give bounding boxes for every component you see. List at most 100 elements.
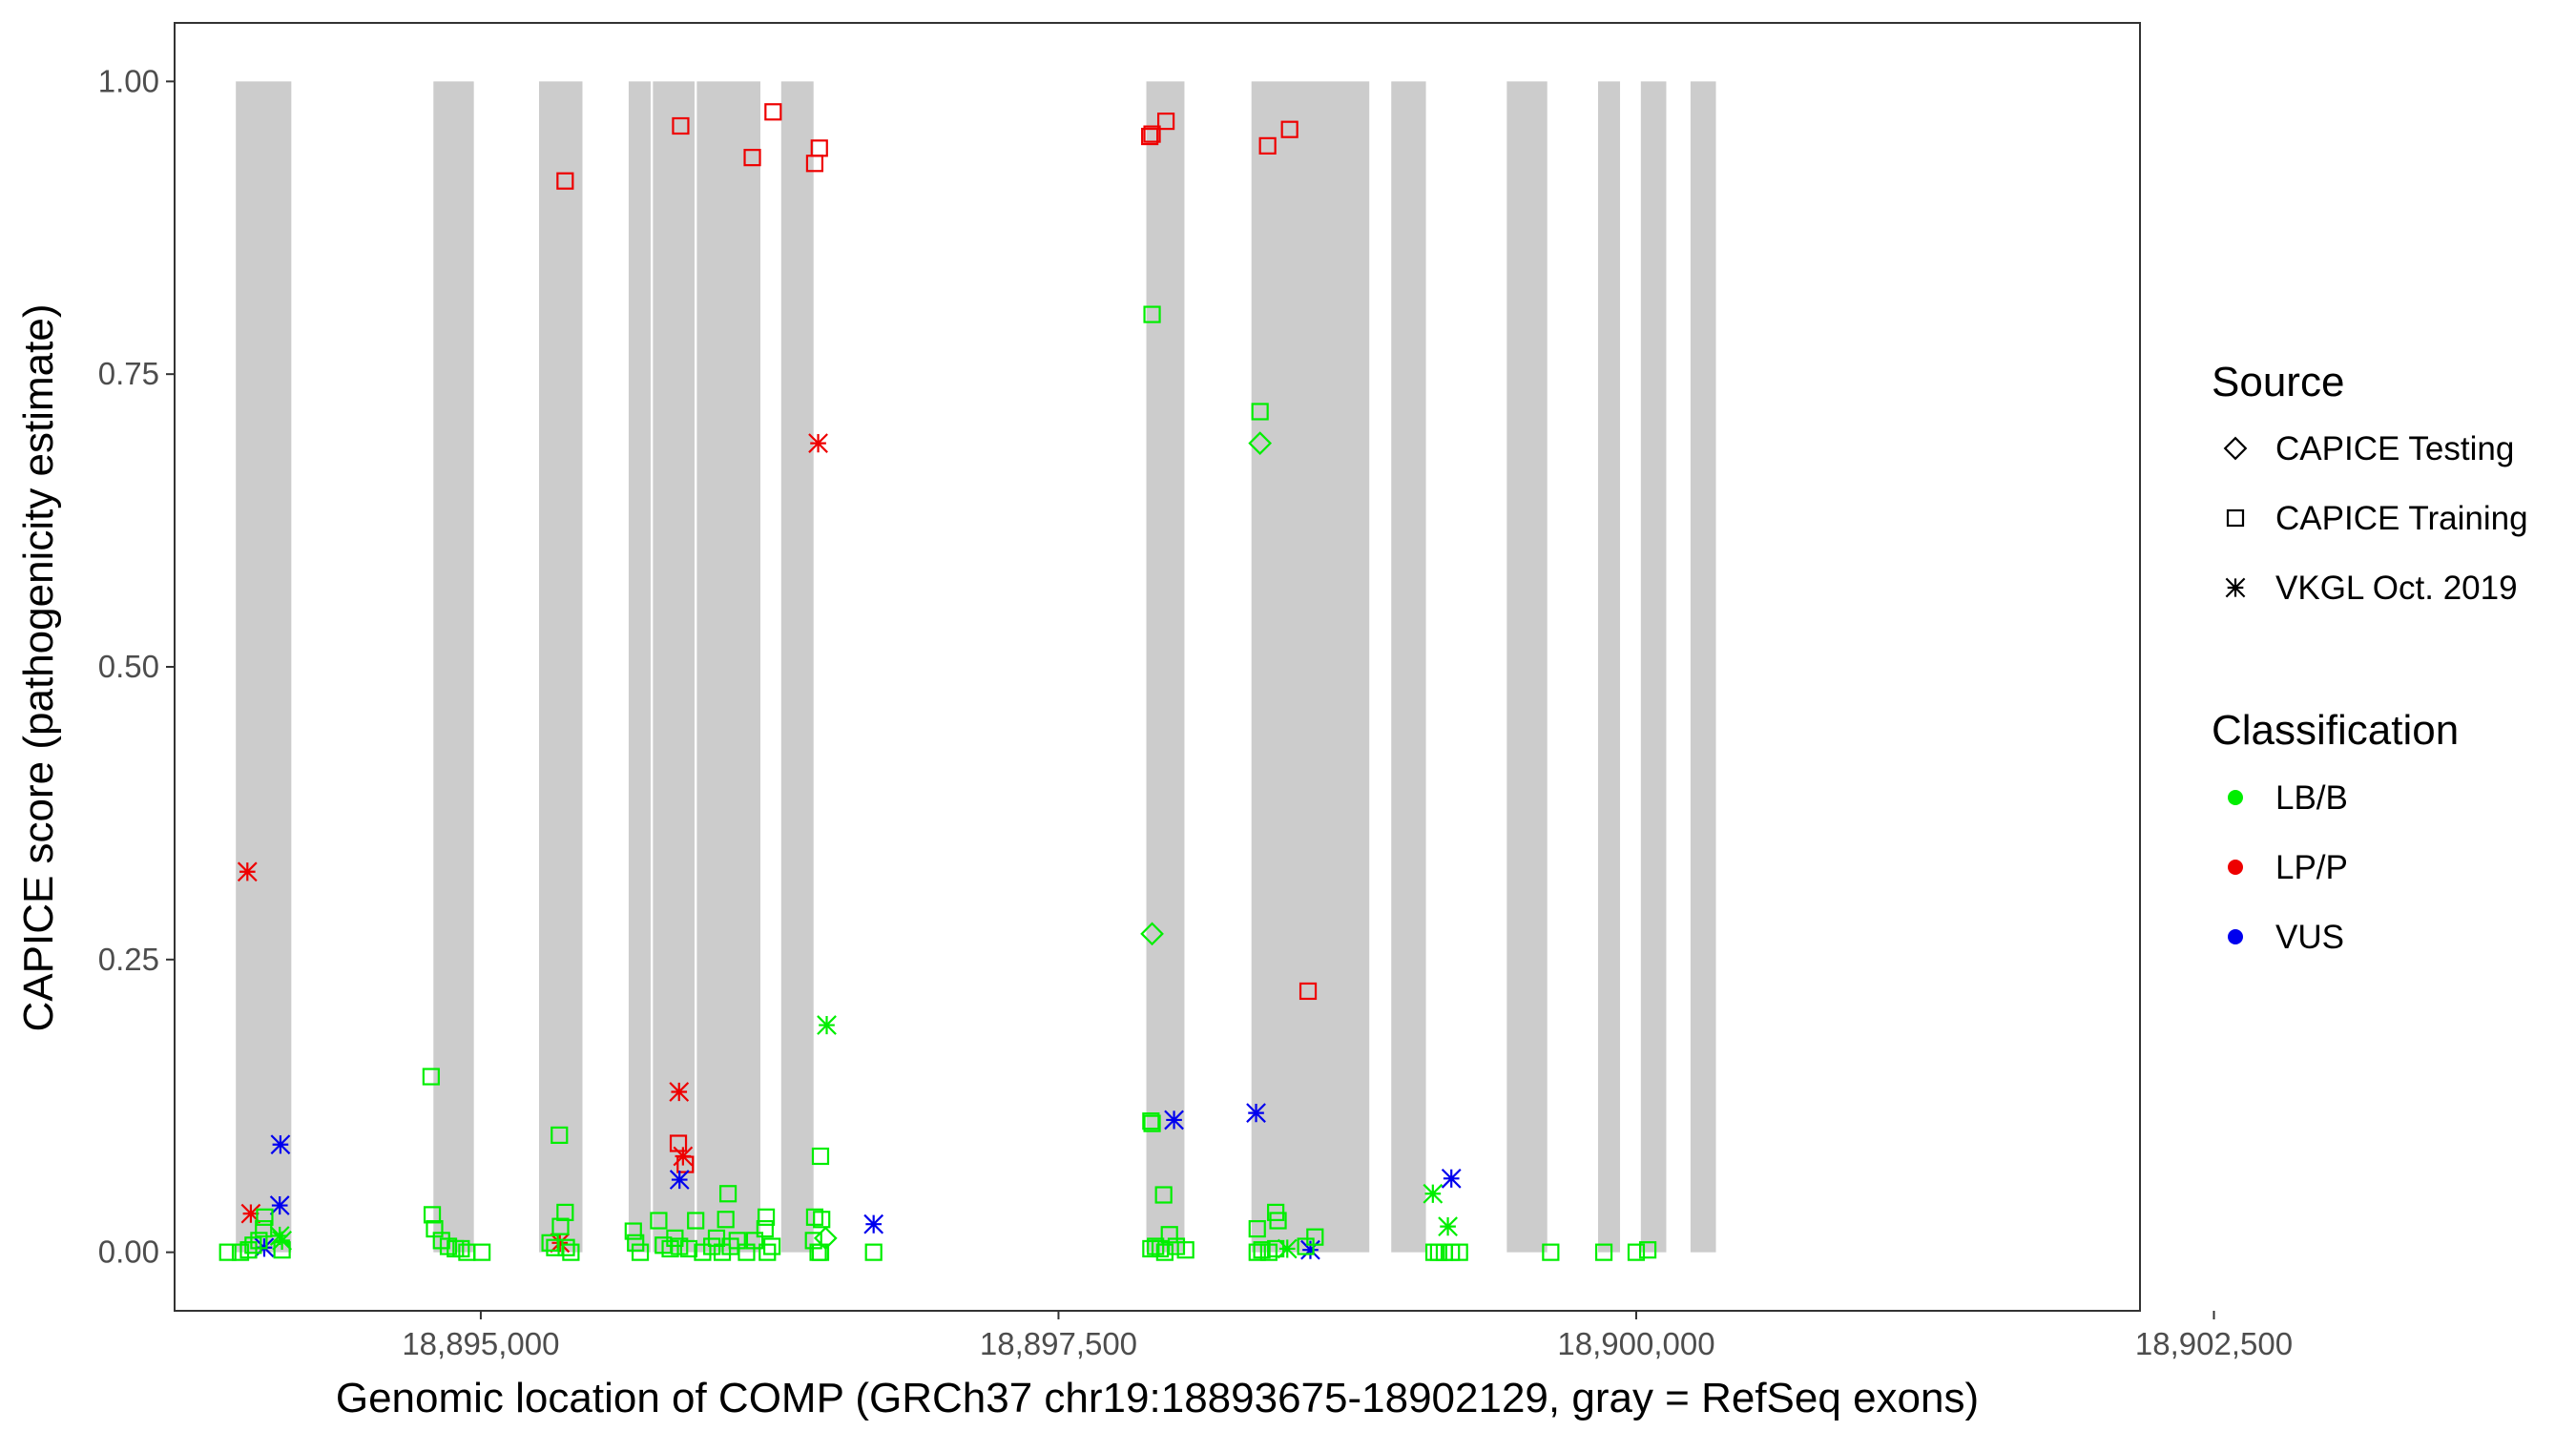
x-axis-title: Genomic location of COMP (GRCh37 chr19:1… (336, 1375, 1979, 1421)
data-point (1140, 922, 1164, 946)
data-point (808, 433, 828, 453)
x-tick-label: 18,900,000 (1557, 1326, 1714, 1361)
data-point (728, 1232, 746, 1250)
exon-band (538, 81, 583, 1253)
legend-classification: Classification LB/B LP/P VUS (2212, 707, 2459, 956)
data-point (1251, 403, 1269, 421)
data-point (237, 861, 258, 882)
exon-band-layer (236, 81, 1716, 1253)
data-point (669, 1170, 690, 1190)
data-point (239, 1241, 258, 1259)
data-point (1269, 1212, 1287, 1230)
data-point (1441, 1168, 1462, 1189)
data-point (1142, 1112, 1160, 1130)
axis-layer: 0.00 0.25 0.50 0.75 1.00 18,895,000 18,897,500… (98, 63, 2293, 1361)
legend-classification-label: LB/B (2275, 779, 2348, 817)
data-point (1156, 112, 1175, 131)
legend-classification-title: Classification (2212, 707, 2459, 754)
data-point (669, 1082, 690, 1102)
data-point (1154, 1186, 1173, 1204)
data-point (1542, 1243, 1560, 1261)
data-point (256, 1208, 274, 1226)
data-point (813, 1211, 831, 1229)
legend-classification-key (2228, 929, 2243, 944)
y-axis-title: CAPICE score (pathogenicity estimate) (15, 304, 62, 1032)
data-point (244, 1236, 262, 1255)
data-point (679, 1239, 698, 1258)
data-point (624, 1222, 642, 1240)
exon-band (236, 81, 292, 1253)
data-point (718, 1185, 737, 1203)
data-point (1147, 1237, 1165, 1255)
data-point (1638, 1241, 1657, 1259)
data-point (1143, 305, 1161, 323)
exon-band (780, 81, 814, 1253)
data-point (272, 1230, 293, 1251)
legend-source-key (2226, 508, 2245, 528)
data-point (269, 1226, 290, 1246)
data-point (1438, 1216, 1458, 1237)
data-point (631, 1243, 650, 1261)
data-point (1143, 125, 1161, 143)
data-point (1155, 1243, 1174, 1261)
data-point (1627, 1243, 1646, 1261)
data-point (269, 1195, 290, 1215)
data-point (756, 1219, 774, 1238)
data-point (671, 1237, 689, 1255)
exon-band (1391, 81, 1426, 1253)
data-point (562, 1243, 580, 1261)
exon-band (696, 81, 761, 1253)
data-point (1248, 1243, 1266, 1261)
data-point (1248, 1219, 1266, 1238)
data-point (250, 1232, 268, 1250)
data-point (423, 1206, 442, 1224)
y-tick-label: 0.00 (98, 1234, 159, 1270)
data-point (1142, 1239, 1160, 1258)
data-point (1424, 1243, 1444, 1261)
data-point (1280, 120, 1298, 138)
legend-source-key (2223, 436, 2248, 461)
y-tick-label: 0.75 (98, 356, 159, 391)
data-point (687, 1212, 705, 1230)
exon-band (1506, 81, 1548, 1253)
legend-classification-key (2228, 790, 2243, 805)
data-point (764, 103, 782, 121)
data-point (757, 1208, 776, 1226)
data-point (1267, 1239, 1285, 1258)
legend-source-label: CAPICE Training (2275, 500, 2528, 537)
data-point (1423, 1183, 1444, 1204)
data-point (717, 1211, 735, 1229)
data-point (1450, 1243, 1468, 1261)
data-point (1300, 1239, 1320, 1260)
y-tick-label: 0.25 (98, 942, 159, 977)
data-point (763, 1237, 781, 1255)
data-point (1594, 1243, 1613, 1261)
data-point (673, 1146, 694, 1167)
exon-band (653, 81, 695, 1253)
x-tick-label: 18,902,500 (2135, 1326, 2293, 1361)
data-point (1306, 1228, 1324, 1246)
data-point (811, 1243, 830, 1261)
data-point (551, 1126, 569, 1145)
legend-classification-label: LP/P (2275, 849, 2348, 886)
data-point (556, 1203, 574, 1222)
data-point (422, 1068, 440, 1086)
data-point (743, 149, 761, 167)
data-point (1298, 982, 1318, 1001)
data-point (1141, 127, 1159, 146)
data-point (672, 116, 690, 135)
data-point (1258, 136, 1277, 155)
data-point (745, 1232, 764, 1250)
legend-source-key (2225, 577, 2246, 598)
data-point (863, 1213, 884, 1234)
data-point (452, 1239, 470, 1258)
data-point (810, 139, 828, 157)
data-point (1167, 1237, 1186, 1255)
exon-band (1251, 81, 1370, 1253)
legend-classification-label: VUS (2275, 919, 2344, 956)
y-tick-label: 0.50 (98, 649, 159, 684)
data-point (218, 1243, 237, 1261)
data-point (255, 1219, 273, 1238)
data-point (694, 1243, 712, 1261)
